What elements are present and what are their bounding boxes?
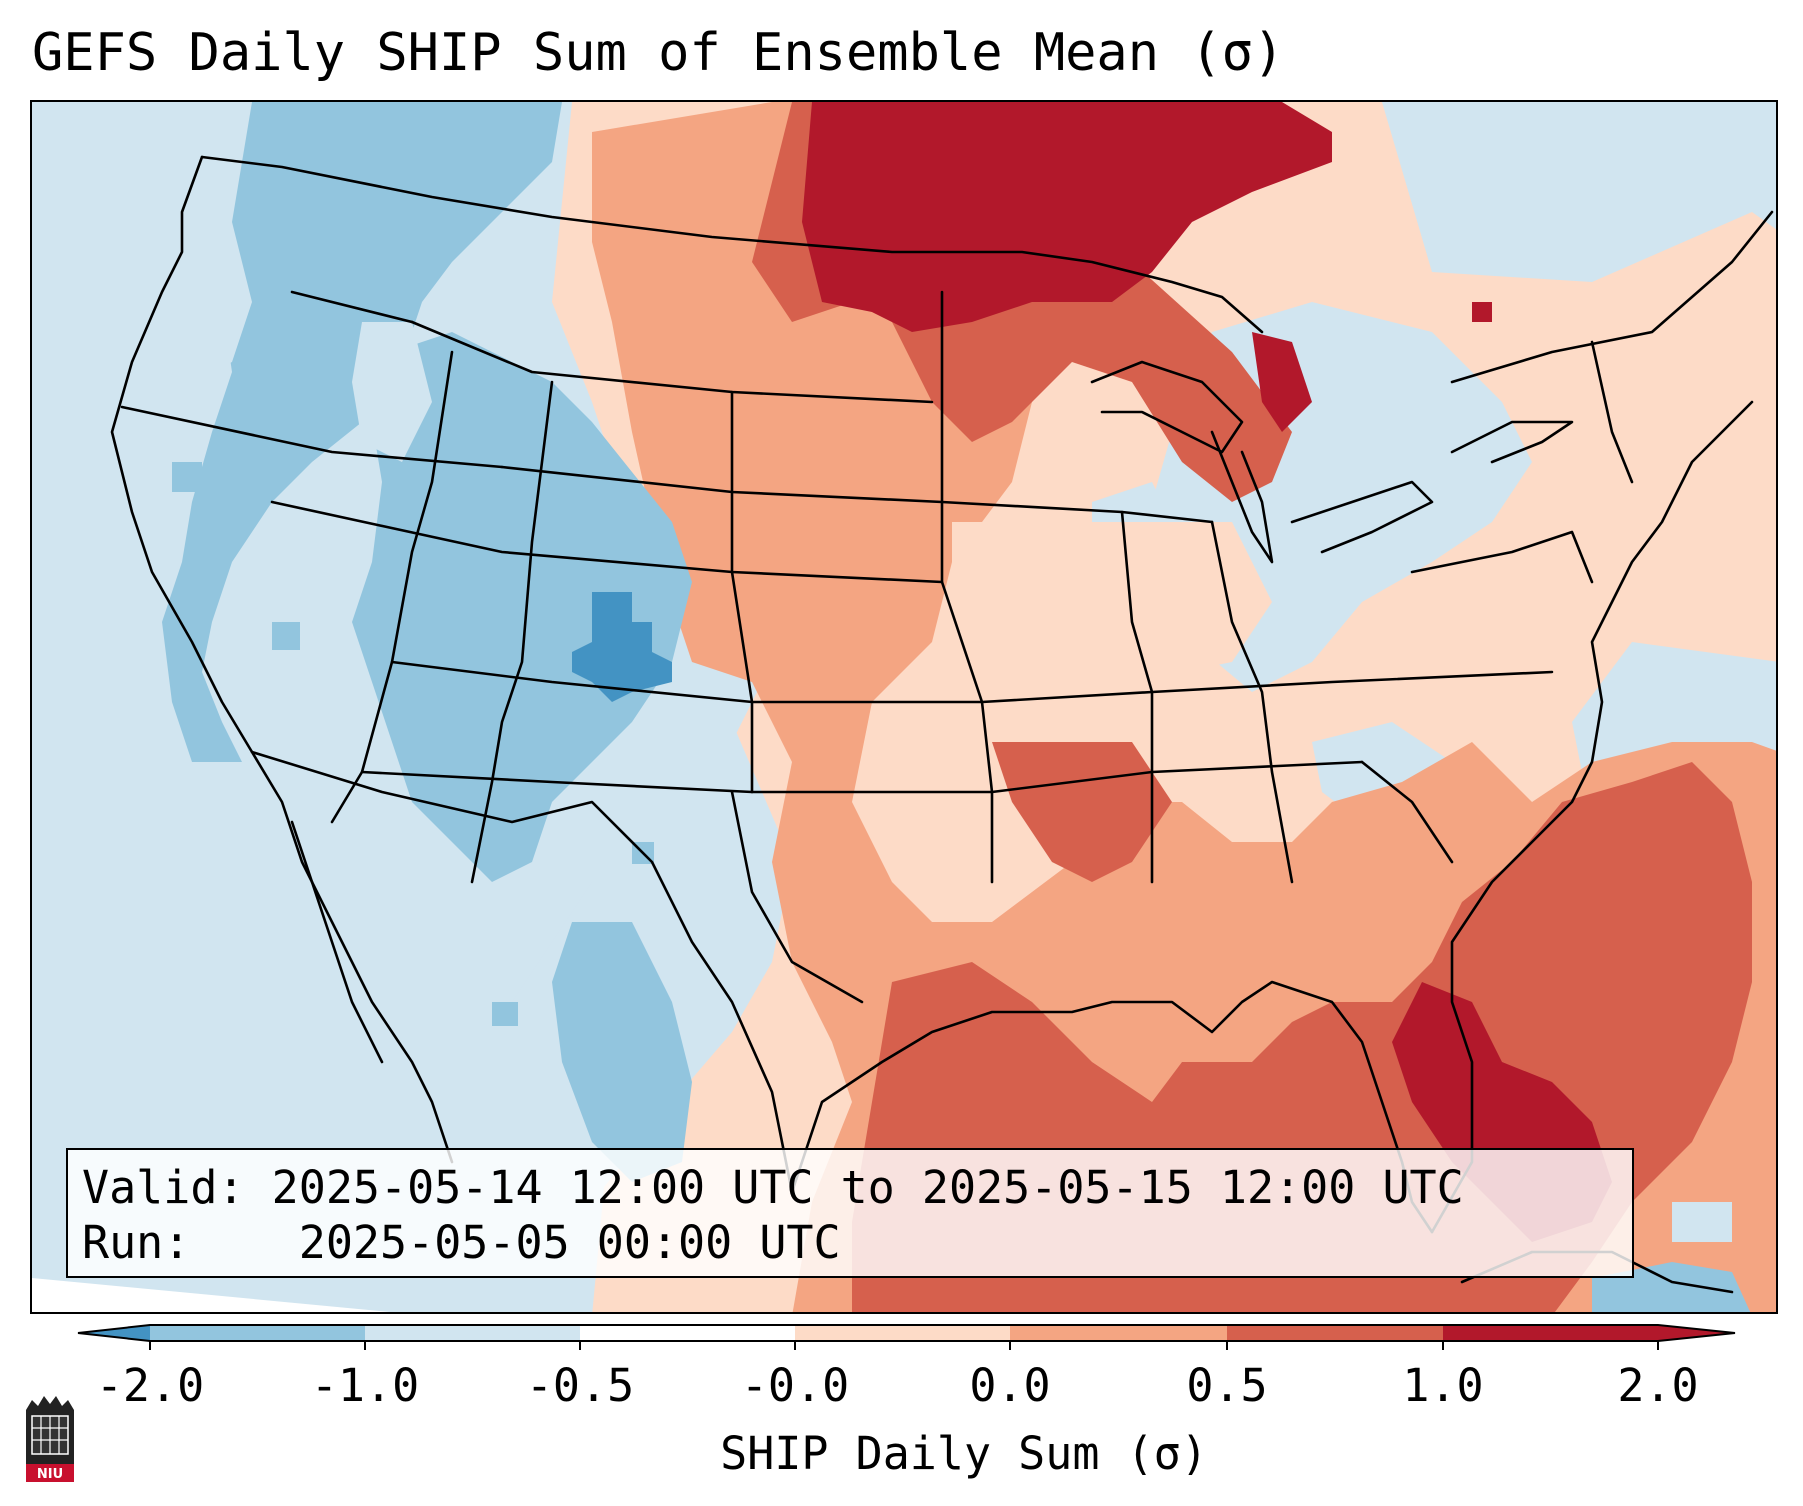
map-canvas <box>32 102 1776 1312</box>
state-line <box>730 390 754 794</box>
colorbar-segment <box>795 1325 1010 1341</box>
colorbar-segment <box>1010 1325 1227 1341</box>
field-very-strong-positive <box>1472 302 1492 322</box>
baja-coastline <box>290 820 384 1064</box>
colorbar-tick-label: -0.0 <box>740 1359 850 1412</box>
field-moderate-negative <box>352 332 692 882</box>
state-line <box>470 380 554 884</box>
colorbar-segment <box>580 1325 795 1341</box>
run-label: Run: <box>82 1216 191 1269</box>
colorbar-segment <box>365 1325 580 1341</box>
state-line <box>120 405 504 469</box>
field-weak-positive <box>1072 522 1272 682</box>
state-line <box>330 350 454 824</box>
field-weak-negative <box>162 222 252 382</box>
ship-field-layer <box>32 102 1776 1312</box>
colorbar-tick-label: -0.5 <box>525 1359 635 1412</box>
state-line <box>940 290 994 884</box>
colorbar-tick-label: -2.0 <box>95 1359 205 1412</box>
gulf-coastline <box>790 980 1434 1234</box>
niu-logo: NIU <box>26 1396 74 1482</box>
field-moderate-negative <box>492 1002 518 1026</box>
state-line <box>410 320 934 404</box>
field-weak-negative <box>1672 1202 1732 1242</box>
colorbar-segment <box>1443 1325 1658 1341</box>
valid-value: 2025-05-14 12:00 UTC to 2025-05-15 12:00… <box>271 1161 1464 1214</box>
chart-title: GEFS Daily SHIP Sum of Ensemble Mean (σ) <box>32 23 1285 83</box>
run-value: 2025-05-05 00:00 UTC <box>298 1216 841 1269</box>
mexico-border <box>250 750 794 1194</box>
great-lakes <box>1290 480 1434 554</box>
state-line <box>1590 340 1634 484</box>
field-moderate-negative <box>162 102 562 762</box>
colorbar-tick-label: -1.0 <box>310 1359 420 1412</box>
field-strong-positive <box>992 742 1172 882</box>
west-coastline <box>110 155 454 1164</box>
state-line <box>270 500 944 584</box>
field-outside-domain <box>32 1278 390 1312</box>
field-moderate-negative <box>172 462 202 492</box>
state-line <box>360 760 1364 794</box>
colorbar-extend-low <box>78 1325 150 1341</box>
state-line <box>290 290 414 324</box>
great-lakes <box>1450 420 1574 464</box>
colorbar-label: SHIP Daily Sum (σ) <box>720 1427 1208 1480</box>
state-boundaries <box>110 155 1774 1294</box>
great-lakes <box>1090 360 1244 454</box>
valid-line: Valid: 2025-05-14 12:00 UTC to 2025-05-1… <box>82 1160 1618 1215</box>
run-line: Run: 2025-05-05 00:00 UTC <box>82 1215 1618 1270</box>
field-moderate-negative <box>272 622 300 650</box>
field-very-strong-positive <box>802 102 1332 332</box>
field-moderate-negative <box>552 922 692 1182</box>
map-panel <box>30 100 1778 1314</box>
state-line <box>1210 520 1294 884</box>
state-line <box>1360 760 1454 864</box>
great-lakes <box>1210 430 1274 564</box>
colorbar-tick-label: 0.0 <box>969 1359 1051 1412</box>
colorbar <box>77 1324 1736 1350</box>
field-very-strong-positive <box>1252 332 1312 432</box>
valid-time-box: Valid: 2025-05-14 12:00 UTC to 2025-05-1… <box>66 1148 1634 1278</box>
colorbar-tick-label: 0.5 <box>1186 1359 1268 1412</box>
colorbar-tick-label: 2.0 <box>1617 1359 1699 1412</box>
state-line <box>1120 510 1154 884</box>
state-line <box>1410 530 1594 584</box>
colorbar-tick-label: 1.0 <box>1402 1359 1484 1412</box>
atlantic-coastline <box>1430 400 1754 1234</box>
valid-label: Valid: <box>82 1161 245 1214</box>
field-weak-positive <box>952 522 1072 702</box>
colorbar-extend-high <box>1658 1325 1735 1341</box>
state-line <box>730 790 864 1004</box>
colorbar-segment <box>150 1325 365 1341</box>
colorbar-segment <box>1227 1325 1443 1341</box>
field-strong-negative <box>572 592 672 702</box>
field-weak-negative <box>352 322 432 462</box>
svg-text:NIU: NIU <box>37 1467 63 1482</box>
state-line <box>1450 210 1774 384</box>
canada-border <box>200 155 1264 334</box>
